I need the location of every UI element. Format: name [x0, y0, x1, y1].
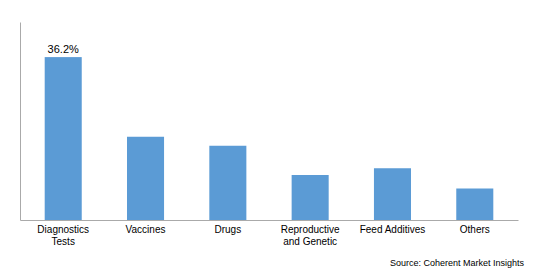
x-axis-line [21, 220, 519, 221]
x-tick: Reproductiveand Genetic [281, 220, 340, 247]
x-tick-label-line: Others [460, 224, 490, 235]
x-tick-label-line: Diagnostics [37, 224, 89, 235]
x-tick-label: DiagnosticsTests [37, 224, 89, 247]
y-axis-line [20, 23, 21, 221]
plot: DiagnosticsTests Vaccines Drugs Reproductiv… [21, 23, 519, 247]
bar [127, 137, 164, 220]
bar [292, 175, 329, 220]
x-tick-label: Feed Additives [360, 224, 426, 235]
data-label: 36.2% [48, 43, 79, 55]
x-tick-label-line: Feed Additives [360, 224, 426, 235]
x-tick: Vaccines [126, 220, 166, 235]
bars [45, 57, 494, 220]
bar [374, 168, 411, 220]
bar [209, 146, 246, 220]
x-tick-label-line: and Genetic [283, 236, 337, 247]
data-labels: 36.2% [48, 43, 79, 55]
x-tick-label-line: Tests [52, 236, 75, 247]
x-axis: DiagnosticsTests Vaccines Drugs Reproductiv… [21, 220, 519, 247]
x-tick: DiagnosticsTests [37, 220, 89, 247]
x-tick-label: Reproductiveand Genetic [281, 224, 340, 247]
x-tick-label-line: Drugs [214, 224, 241, 235]
bar [456, 189, 493, 221]
x-tick-label-line: Reproductive [281, 224, 340, 235]
bar [45, 57, 82, 220]
x-tick: Feed Additives [360, 220, 426, 235]
x-tick-label: Others [460, 224, 490, 235]
source: Source: Coherent Market Insights [390, 258, 525, 268]
x-tick-label: Vaccines [126, 224, 166, 235]
x-tick: Others [460, 220, 490, 235]
chart: DiagnosticsTests Vaccines Drugs Reproductiv… [0, 0, 538, 272]
x-tick-label-line: Vaccines [126, 224, 166, 235]
y-axis [20, 23, 21, 221]
x-tick: Drugs [214, 220, 241, 235]
x-tick-label: Drugs [214, 224, 241, 235]
